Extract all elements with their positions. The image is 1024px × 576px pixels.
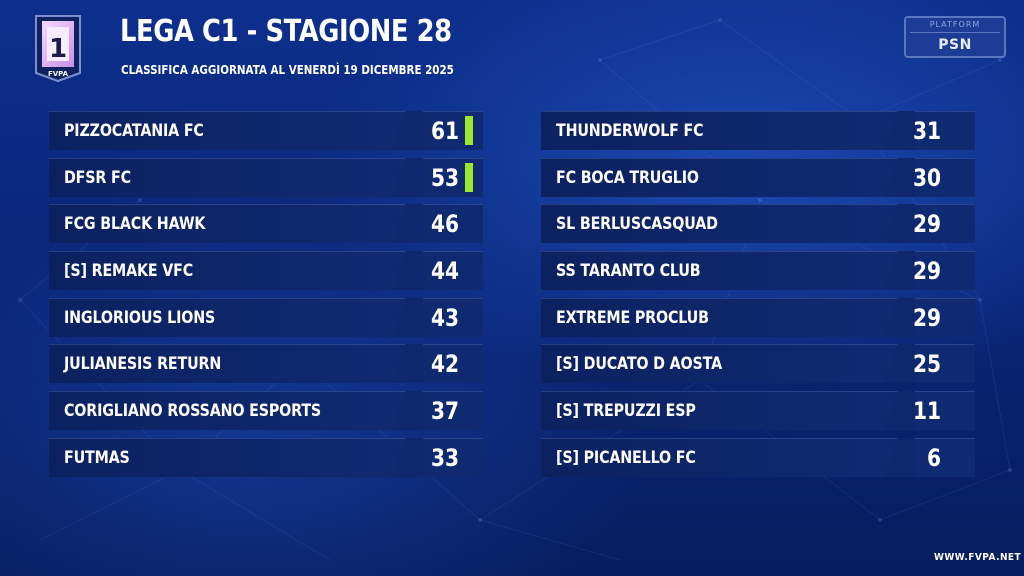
standings-row: [S] TREPUZZI ESP 11 <box>541 391 975 431</box>
qualification-marker <box>465 162 473 192</box>
team-bar <box>49 157 409 197</box>
team-name: FC BOCA TRUGLIO <box>556 167 699 188</box>
team-points: 29 <box>912 210 941 239</box>
standings-row: CORIGLIANO ROSSANO ESPORTS 37 <box>49 391 483 431</box>
platform-badge: PLATFORM PSN <box>904 16 1006 58</box>
standings-row: SS TARANTO CLUB 29 <box>541 251 975 291</box>
standings-row: FC BOCA TRUGLIO 30 <box>541 157 975 197</box>
points-bar <box>423 111 483 150</box>
points-bar <box>423 297 483 337</box>
logo-text: FVPA <box>48 70 69 78</box>
team-name: FUTMAS <box>64 447 130 468</box>
points-bar <box>423 344 483 384</box>
team-points: 31 <box>912 117 941 145</box>
points-bar <box>915 344 975 384</box>
team-name: PIZZOCATANIA FC <box>64 121 204 141</box>
points-bar <box>423 437 483 477</box>
team-bar <box>541 437 901 477</box>
team-points: 11 <box>912 397 941 426</box>
page-title: LEGA C1 - STAGIONE 28 <box>120 14 452 49</box>
team-bar <box>541 251 901 291</box>
points-bar <box>423 391 483 431</box>
team-points: 29 <box>912 257 941 286</box>
team-points: 43 <box>430 303 459 332</box>
team-points: 61 <box>430 117 459 145</box>
team-points: 6 <box>926 443 941 472</box>
team-name: INGLORIOUS LIONS <box>64 307 216 328</box>
team-bar <box>49 251 409 291</box>
team-bar <box>49 391 409 431</box>
standings-row: FUTMAS 33 <box>49 437 483 477</box>
team-name: CORIGLIANO ROSSANO ESPORTS <box>64 401 322 422</box>
standings-row: JULIANESIS RETURN 42 <box>49 344 483 384</box>
team-name: EXTREME PROCLUB <box>556 307 709 328</box>
points-bar <box>423 204 483 244</box>
team-points: 37 <box>430 397 459 426</box>
team-name: SL BERLUSCASQUAD <box>556 214 718 235</box>
team-points: 46 <box>430 210 459 239</box>
standings-right-column: THUNDERWOLF FC 31 FC BOCA TRUGLIO 30 SL … <box>541 111 975 485</box>
team-bar <box>541 111 901 150</box>
team-bar <box>541 157 901 197</box>
standings-row: THUNDERWOLF FC 31 <box>541 111 975 150</box>
team-bar <box>49 297 409 337</box>
platform-divider <box>910 32 1000 33</box>
team-points: 30 <box>912 163 941 192</box>
standings-row: FCG BLACK HAWK 46 <box>49 204 483 244</box>
points-bar <box>915 297 975 337</box>
platform-value: PSN <box>938 37 972 53</box>
team-bar <box>49 344 409 384</box>
team-bar <box>541 344 901 384</box>
standings-row: [S] PICANELLO FC 6 <box>541 437 975 477</box>
league-logo: 1 FVPA <box>35 15 81 83</box>
logo-number: 1 <box>49 34 67 64</box>
standings-row: INGLORIOUS LIONS 43 <box>49 297 483 337</box>
standings-row: DFSR FC 53 <box>49 157 483 197</box>
points-bar <box>915 157 975 197</box>
team-points: 29 <box>912 303 941 332</box>
standings-row: PIZZOCATANIA FC 61 <box>49 111 483 150</box>
team-name: FCG BLACK HAWK <box>64 214 206 235</box>
team-bar <box>541 391 901 431</box>
team-points: 25 <box>912 350 941 379</box>
points-bar <box>915 111 975 150</box>
team-bar <box>541 297 901 337</box>
team-name: JULIANESIS RETURN <box>64 354 222 375</box>
team-bar <box>541 204 901 244</box>
standings-row: EXTREME PROCLUB 29 <box>541 297 975 337</box>
team-name: DFSR FC <box>64 167 131 188</box>
team-name: SS TARANTO CLUB <box>556 261 701 282</box>
team-bar <box>49 437 409 477</box>
points-bar <box>915 251 975 291</box>
points-bar <box>915 391 975 431</box>
standings-row: [S] REMAKE VFC 44 <box>49 251 483 291</box>
team-points: 53 <box>430 163 459 192</box>
team-name: THUNDERWOLF FC <box>556 121 704 141</box>
points-bar <box>423 157 483 197</box>
platform-label: PLATFORM <box>929 20 981 29</box>
team-name: [S] REMAKE VFC <box>64 261 194 282</box>
points-bar <box>915 204 975 244</box>
team-name: [S] TREPUZZI ESP <box>556 401 696 422</box>
website-url: WWW.FVPA.NET <box>934 552 1022 563</box>
points-bar <box>423 251 483 291</box>
standings-row: [S] DUCATO D AOSTA 25 <box>541 344 975 384</box>
team-points: 33 <box>430 443 459 472</box>
standings-left-column: PIZZOCATANIA FC 61 DFSR FC 53 FCG BLACK … <box>49 111 483 485</box>
team-points: 42 <box>430 350 459 379</box>
team-name: [S] DUCATO D AOSTA <box>556 354 723 375</box>
team-name: [S] PICANELLO FC <box>556 447 696 468</box>
team-bar <box>49 111 409 150</box>
qualification-marker <box>465 116 473 145</box>
team-bar <box>49 204 409 244</box>
page-subtitle: CLASSIFICA AGGIORNATA AL VENERDÌ 19 DICE… <box>121 63 454 77</box>
standings-row: SL BERLUSCASQUAD 29 <box>541 204 975 244</box>
points-bar <box>915 437 975 477</box>
team-points: 44 <box>430 257 459 286</box>
